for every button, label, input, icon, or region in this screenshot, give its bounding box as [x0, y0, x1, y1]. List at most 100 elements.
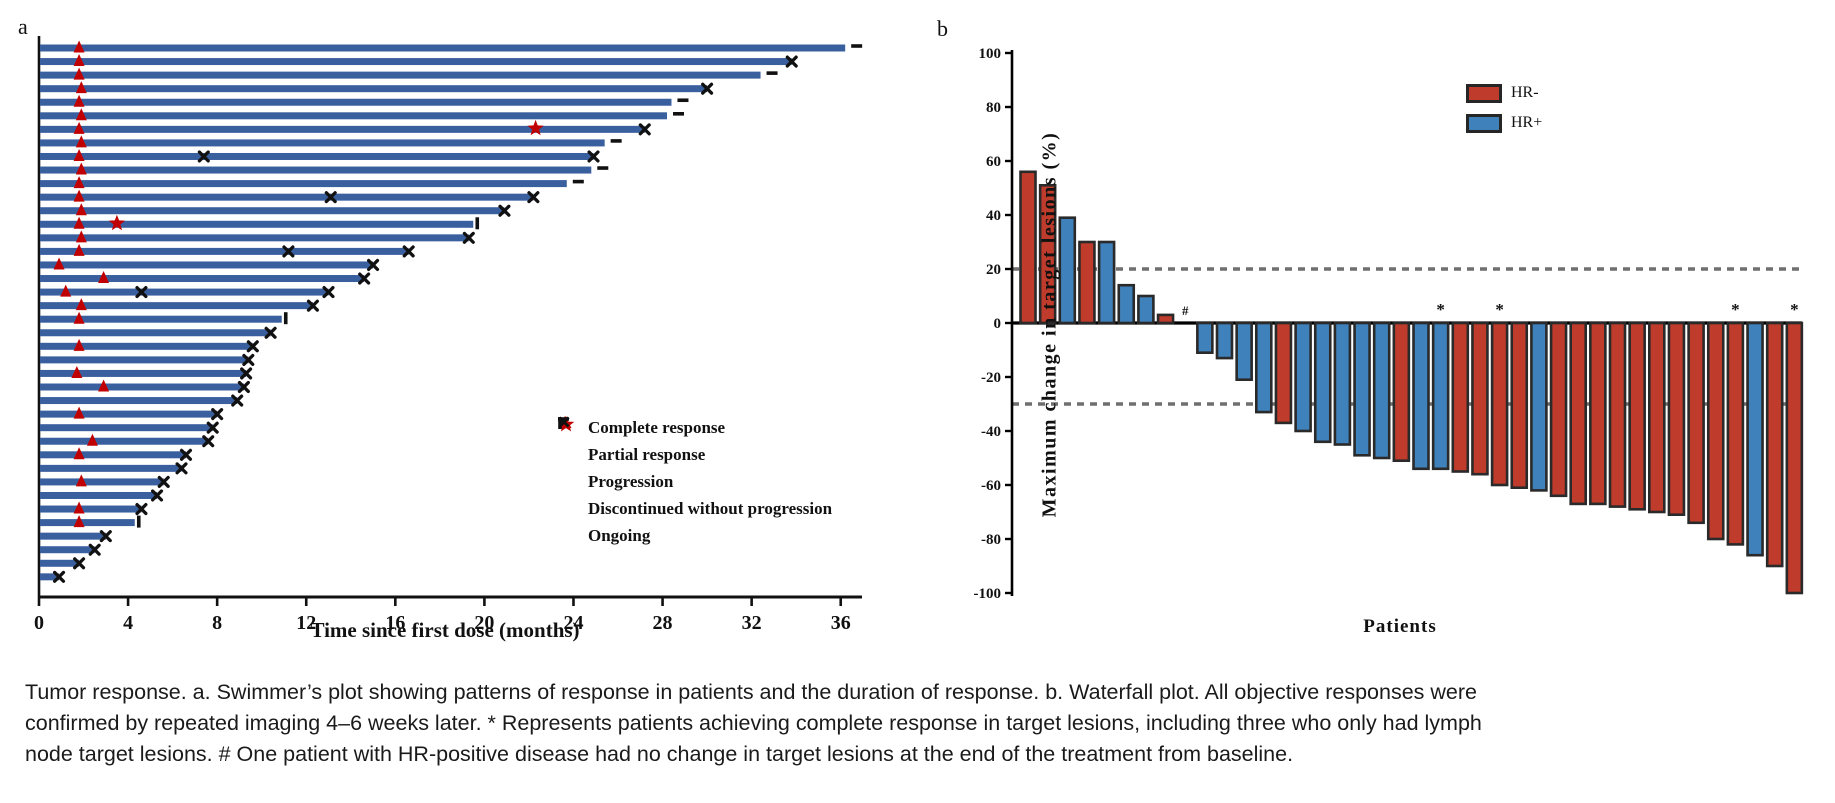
y-tick-label: 100: [979, 46, 1002, 62]
waterfall-bar-hr-positive: [1333, 321, 1352, 446]
swimmer-bar: [40, 302, 313, 310]
swimmer-bar: [40, 152, 594, 160]
waterfall-bar-hr-positive: [1313, 321, 1332, 444]
hr-positive-swatch: [1466, 113, 1502, 133]
x-tick-label: 16: [385, 612, 405, 634]
complete-response-star-annotation: *: [1790, 300, 1799, 319]
x-tick-label: 24: [563, 612, 583, 634]
figure-caption: Tumor response. a. Swimmer’s plot showin…: [25, 677, 1820, 770]
legend-item-discontinued: Discontinued without progression: [556, 417, 832, 522]
swimmer-bar: [40, 356, 249, 364]
waterfall-plot: 100 80 60 40 20 0 -20 -40 -60 -80 -100 # * * * *: [974, 46, 1804, 602]
waterfall-bar-hr-negative: [1019, 170, 1037, 325]
partial-response-triangle-marker: [53, 257, 65, 270]
waterfall-bar-hr-negative: [1510, 321, 1529, 489]
y-tick-label: 20: [986, 262, 1001, 278]
caption-line: Tumor response. a. Swimmer’s plot showin…: [25, 680, 1478, 704]
legend-item-partial-response: Partial response: [556, 416, 832, 468]
swimmer-bar: [40, 71, 761, 79]
waterfall-bar-hr-positive: [1530, 321, 1548, 492]
swimmer-bar: [40, 424, 213, 432]
x-tick-label: 0: [34, 612, 44, 634]
swimmer-bar: [40, 58, 792, 66]
swimmer-bar: [40, 329, 271, 337]
y-tick-label: -60: [981, 478, 1001, 494]
waterfall-bar-hr-negative: [1608, 321, 1627, 508]
legend-label: HR-: [1511, 84, 1539, 101]
y-tick-label: -20: [981, 370, 1001, 386]
swimmer-bar: [40, 44, 846, 52]
legend-item-hr-positive: HR+: [1466, 108, 1542, 138]
partial-response-triangle-marker: [73, 148, 85, 161]
swimmer-bar: [40, 437, 209, 445]
partial-response-triangle-marker: [75, 81, 87, 94]
complete-response-star-marker: [527, 119, 544, 136]
partial-response-triangle-marker: [75, 474, 87, 487]
progression-x-marker: [211, 408, 224, 421]
partial-response-triangle-marker: [75, 108, 87, 121]
waterfall-legend: HR- HR+: [1466, 78, 1542, 138]
partial-response-triangle-marker: [73, 176, 85, 189]
swimmer-bar: [40, 315, 282, 323]
swimmer-bar: [40, 383, 244, 391]
progression-x-marker: [246, 340, 259, 353]
progression-x-marker: [237, 380, 250, 394]
y-tick-label: 60: [986, 154, 1001, 170]
swimmer-bar: [40, 125, 645, 133]
progression-x-marker: [498, 204, 511, 217]
x-tick-label: 12: [296, 612, 316, 634]
y-tick-label: 80: [986, 100, 1001, 116]
partial-response-triangle-marker: [73, 121, 85, 134]
y-tick-label: 0: [994, 316, 1002, 332]
swimmer-bar: [40, 275, 365, 283]
waterfall-bar-hr-negative: [1451, 321, 1470, 473]
swimmer-x-axis-title: Time since first dose (months): [310, 618, 580, 642]
partial-response-triangle-marker: [60, 284, 72, 297]
waterfall-bar-hr-negative: [1628, 321, 1646, 511]
waterfall-bar-hr-negative: [1549, 321, 1568, 498]
waterfall-bar-hr-positive: [1372, 321, 1391, 460]
waterfall-bar-hr-positive: [1412, 321, 1430, 471]
partial-response-triangle-marker: [75, 135, 87, 148]
partial-response-triangle-marker: [73, 501, 85, 514]
swimmer-bar: [40, 98, 672, 106]
swimmer-bar: [40, 478, 164, 486]
complete-response-star-annotation: *: [1436, 300, 1445, 319]
partial-response-triangle-marker: [75, 203, 87, 216]
swimmer-bar: [40, 112, 668, 120]
progression-x-marker: [135, 286, 148, 299]
progression-x-marker: [322, 286, 335, 299]
x-tick-label: 8: [212, 612, 222, 634]
progression-x-marker: [197, 150, 210, 163]
progression-x-marker: [99, 530, 112, 543]
progression-x-marker: [242, 353, 255, 366]
waterfall-bar-hr-negative: [1706, 321, 1725, 541]
waterfall-bar-hr-negative: [1038, 184, 1057, 325]
swimmer-plot: 0 4 8 12 16 20 24 28 32 36: [34, 36, 863, 634]
swimmer-bar: [40, 207, 505, 215]
no-change-hash-annotation: #: [1182, 303, 1189, 318]
x-tick-label: 20: [474, 612, 494, 634]
waterfall-bar-hr-negative: [1078, 240, 1096, 325]
partial-response-triangle-marker: [73, 243, 85, 256]
progression-x-marker: [462, 231, 475, 244]
waterfall-bar-hr-positive: [1431, 321, 1450, 471]
y-tick-label: 40: [986, 208, 1001, 224]
complete-response-star-marker: [108, 214, 126, 231]
progression-x-marker: [88, 543, 101, 556]
waterfall-bar-hr-negative: [1687, 321, 1705, 525]
swimmer-bar: [40, 369, 247, 377]
waterfall-bar-hr-positive: [1117, 283, 1136, 325]
hr-negative-swatch: [1466, 83, 1502, 103]
swimmer-bar: [40, 410, 218, 418]
swimmer-bar: [40, 559, 80, 567]
swimmer-bar: [40, 261, 374, 269]
swimmer-legend: Complete response Partial response Progr…: [556, 414, 832, 549]
panel-a-letter: a: [18, 14, 28, 39]
swimmer-bar: [40, 220, 474, 228]
waterfall-bar-hr-negative: [1274, 321, 1293, 425]
partial-response-triangle-marker: [73, 216, 85, 229]
swimmer-bar: [40, 573, 60, 581]
partial-response-triangle-marker: [71, 365, 83, 378]
